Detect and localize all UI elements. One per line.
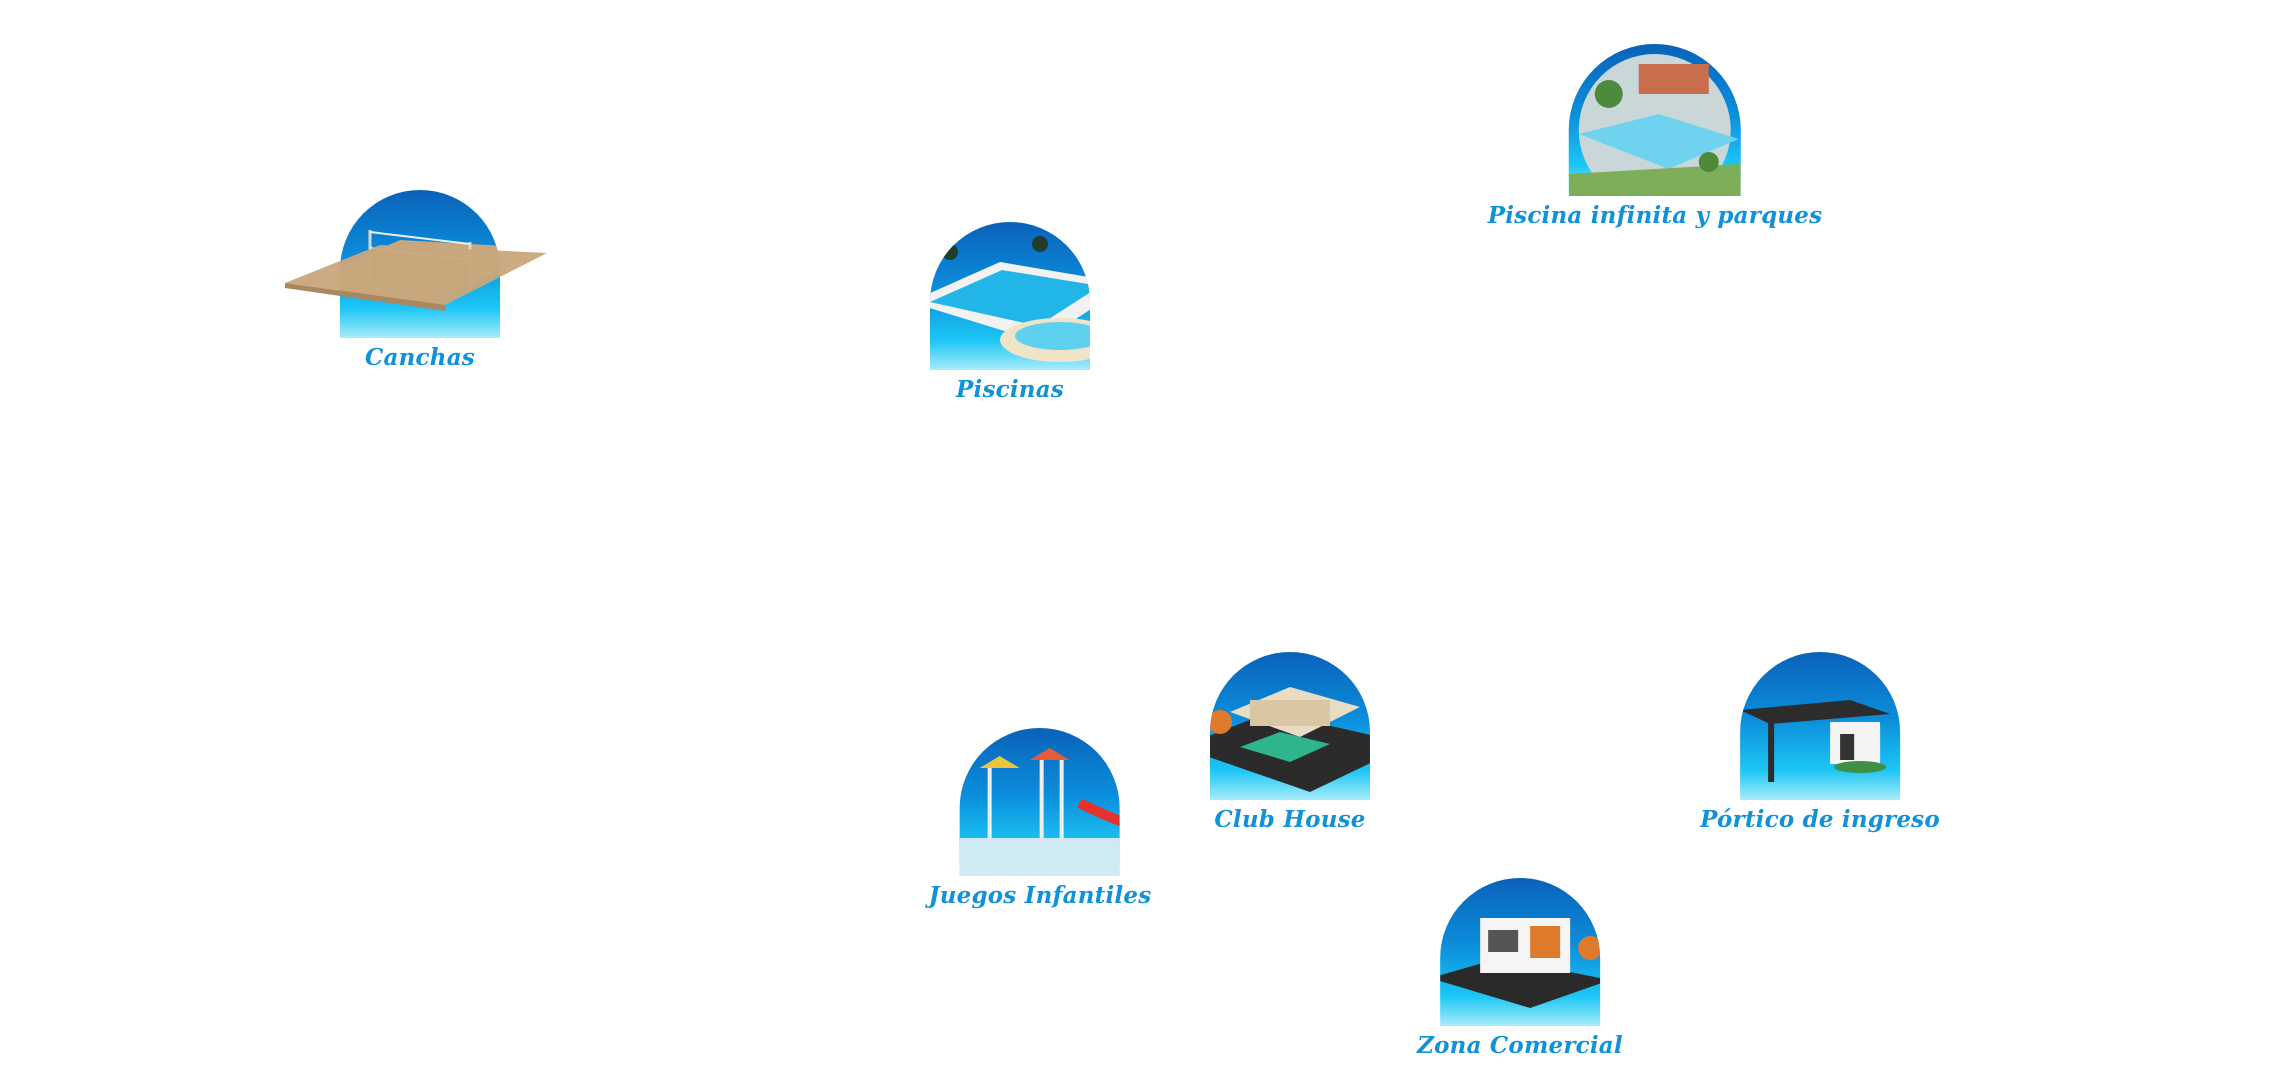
amenity-label: Pórtico de ingreso [1700, 806, 1940, 833]
zona-comercial-badge [1440, 878, 1600, 1026]
amenity-piscina-infinita[interactable]: Piscina infinita y parques [1488, 44, 1823, 229]
commercial-zone-icon [1440, 878, 1600, 1026]
portico-badge [1739, 652, 1900, 800]
amenity-canchas[interactable]: Canchas [340, 190, 500, 371]
amenity-label: Club House [1214, 806, 1366, 833]
pool-icon [930, 222, 1090, 370]
amenity-label: Piscinas [956, 376, 1064, 403]
playground-icon [959, 728, 1120, 876]
amenity-club-house[interactable]: Club House [1210, 652, 1370, 833]
juegos-badge [959, 728, 1120, 876]
club-house-badge [1210, 652, 1370, 800]
piscina-infinita-badge [1569, 44, 1741, 196]
amenity-piscinas[interactable]: Piscinas [930, 222, 1090, 403]
entrance-portico-icon [1739, 652, 1900, 800]
amenity-label: Piscina infinita y parques [1487, 202, 1823, 229]
amenity-label: Canchas [365, 344, 475, 371]
amenity-zona-comercial[interactable]: Zona Comercial [1417, 878, 1623, 1059]
piscinas-badge [930, 222, 1090, 370]
amenity-label: Zona Comercial [1417, 1032, 1623, 1059]
amenity-portico[interactable]: Pórtico de ingreso [1700, 652, 1940, 833]
volleyball-court-icon [340, 190, 500, 338]
amenity-juegos[interactable]: Juegos Infantiles [929, 728, 1152, 909]
infinity-pool-park-icon [1569, 44, 1741, 196]
club-house-icon [1210, 652, 1370, 800]
canchas-badge [340, 190, 500, 338]
amenity-label: Juegos Infantiles [928, 882, 1152, 909]
